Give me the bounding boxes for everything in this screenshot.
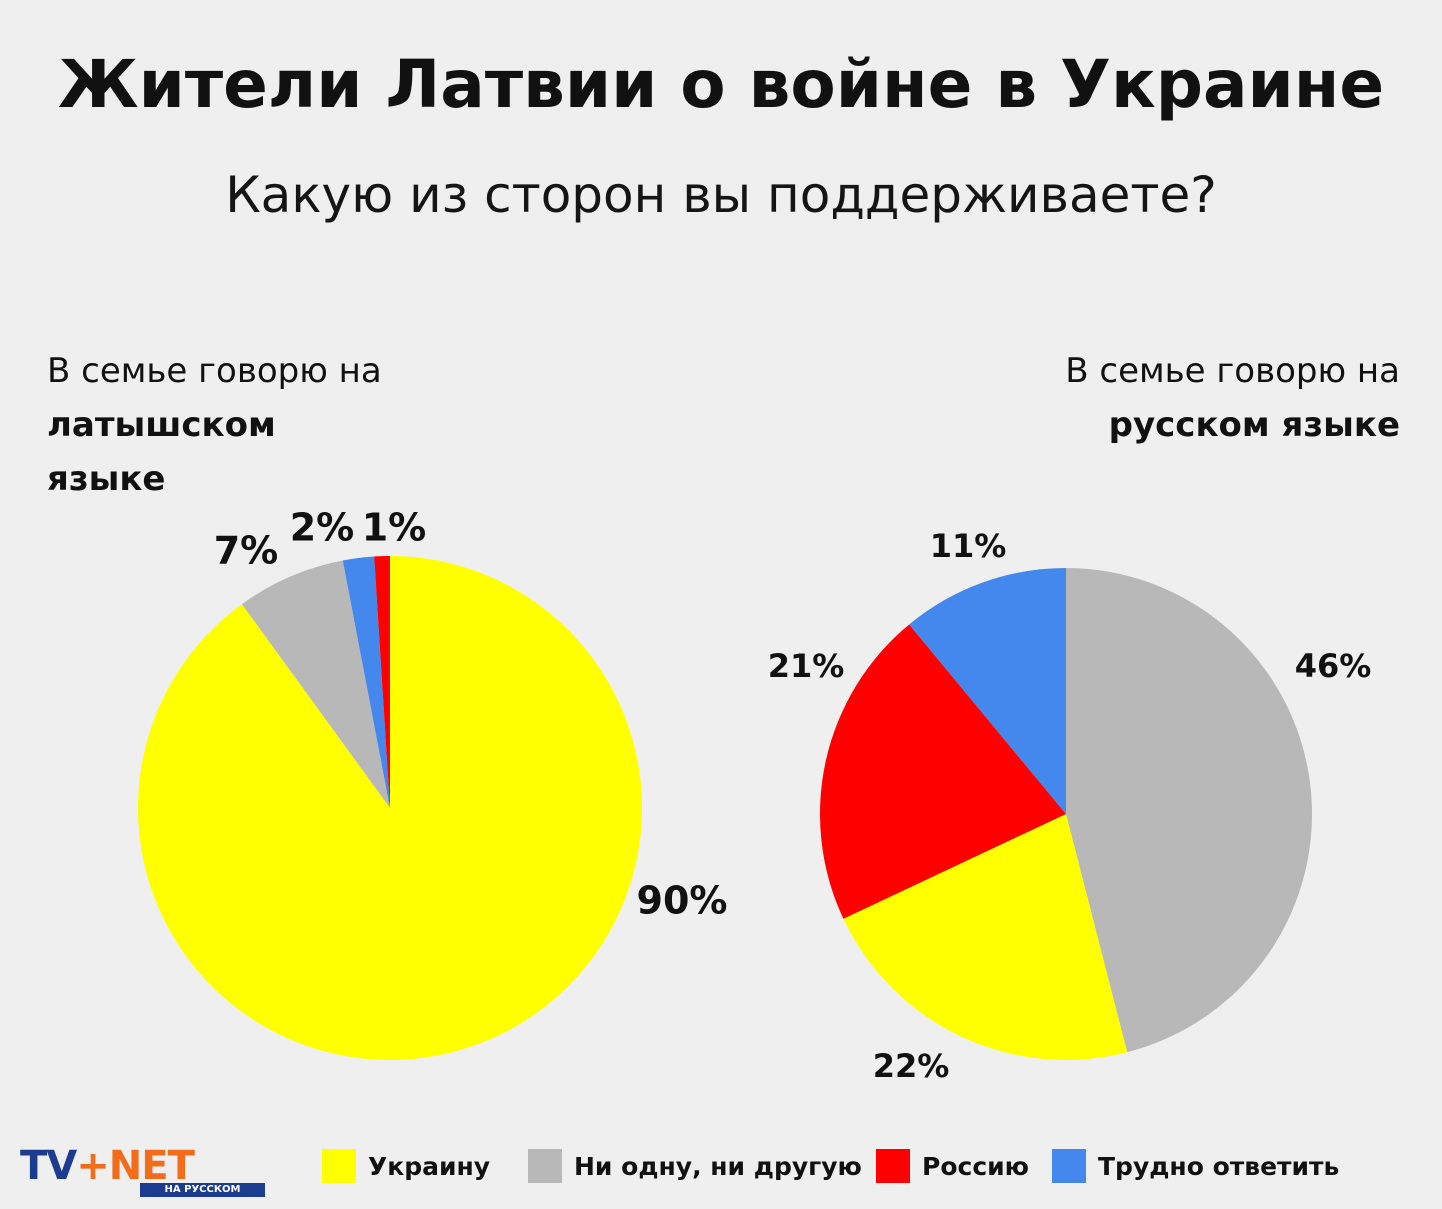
pie-slice-hard — [342, 556, 390, 808]
pie-slice-ukraine — [138, 556, 643, 1060]
legend-label-ukraine: Украину — [368, 1151, 491, 1181]
logo-plus: + — [76, 1143, 110, 1189]
legend-swatch-ukraine — [322, 1149, 356, 1183]
pie-slice-russia — [374, 556, 390, 808]
logo-wordmark: TV+NET — [20, 1143, 195, 1189]
data-label-neither: 7% — [214, 528, 279, 572]
data-label-neither: 46% — [1295, 647, 1372, 685]
right-pie-caption: В семье говорю на русском языке — [990, 344, 1400, 452]
right-caption-bold: русском языке — [1108, 405, 1400, 445]
chart-legend: Украину Ни одну, ни другую Россию Трудно… — [0, 1142, 1442, 1192]
chart-subtitle: Какую из сторон вы поддерживаете? — [225, 166, 1217, 224]
left-caption-bold-1: латышском — [47, 405, 276, 445]
left-pie-caption: В семье говорю на латышском языке — [47, 344, 427, 506]
legend-swatch-neither — [528, 1149, 562, 1183]
data-label-hard: 11% — [930, 527, 1007, 565]
legend-label-hard: Трудно ответить — [1098, 1151, 1340, 1181]
pie-slice-russia — [820, 624, 1066, 919]
tvnet-logo: TV+NET НА РУССКОМ — [20, 1143, 265, 1201]
legend-label-neither: Ни одну, ни другую — [574, 1151, 862, 1181]
right-caption-line: В семье говорю на — [1065, 351, 1400, 391]
legend-item-ukraine: Украину — [322, 1142, 490, 1190]
chart-title: Жители Латвии о войне в Украине — [57, 46, 1385, 123]
logo-net: NET — [108, 1143, 195, 1189]
pie-chart-2: 46% 22% 21% 11% — [768, 527, 1372, 1085]
left-caption-line: В семье говорю на — [47, 351, 382, 391]
legend-swatch-hard — [1052, 1149, 1086, 1183]
logo-tv: TV — [20, 1143, 77, 1189]
data-label-russia: 21% — [768, 647, 845, 685]
legend-label-russia: Россию — [922, 1151, 1029, 1181]
legend-item-russia: Россию — [876, 1142, 1029, 1190]
data-label-ukraine: 90% — [637, 878, 728, 922]
pie-slice-ukraine — [843, 814, 1128, 1060]
pie-slice-hard — [909, 568, 1066, 814]
pie-slice-neither — [1066, 568, 1312, 1053]
legend-item-neither: Ни одну, ни другую — [528, 1142, 862, 1190]
data-label-ukraine: 22% — [873, 1047, 950, 1085]
pie-chart-1: 90% 7%2% 1% — [138, 505, 727, 1060]
legend-item-hard: Трудно ответить — [1052, 1142, 1339, 1190]
pie-slice-neither — [241, 560, 390, 808]
legend-swatch-russia — [876, 1149, 910, 1183]
data-label-russia: 1% — [362, 505, 427, 549]
left-caption-bold-2: языке — [47, 459, 166, 499]
logo-subtitle: НА РУССКОМ — [140, 1183, 265, 1197]
data-label-hard: 2% — [290, 505, 355, 549]
